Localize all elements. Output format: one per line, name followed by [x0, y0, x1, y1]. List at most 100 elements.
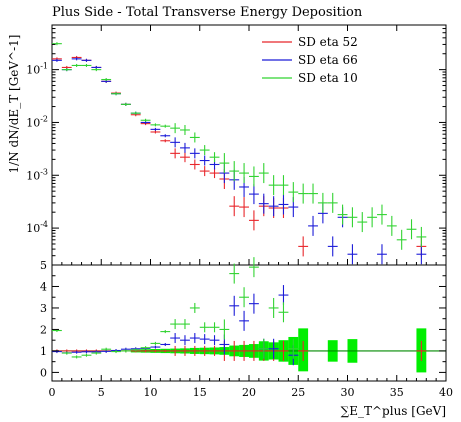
y-tick-label-main: 10-1 — [26, 62, 48, 77]
point-sd-eta-52 — [298, 236, 309, 257]
point-sd-eta-66 — [81, 58, 92, 62]
point-sd-eta-10 — [288, 182, 299, 203]
point-sd-eta-10 — [189, 132, 200, 143]
ratio-point-sd-eta-52 — [229, 340, 240, 361]
ratio-point-sd-eta-66 — [239, 310, 249, 331]
ratio-point-sd-eta-66 — [268, 338, 279, 359]
point-sd-eta-10 — [377, 204, 387, 225]
ratio-point-sd-eta-66 — [209, 335, 220, 346]
point-sd-eta-66 — [308, 215, 318, 236]
ratio-point-sd-eta-10 — [239, 287, 249, 308]
point-sd-eta-10 — [357, 212, 368, 233]
point-sd-eta-52 — [160, 139, 171, 143]
point-sd-eta-10 — [239, 163, 249, 184]
ratio-point-sd-eta-10 — [150, 341, 161, 345]
ratio-point-sd-eta-66 — [180, 335, 190, 346]
ratio-point-sd-eta-66 — [278, 285, 289, 306]
point-sd-eta-10 — [317, 192, 328, 213]
ratio-point-sd-eta-66 — [81, 350, 92, 354]
ratio-point-sd-eta-66 — [170, 333, 181, 344]
point-sd-eta-52 — [189, 159, 200, 170]
ratio-point-sd-eta-10 — [71, 355, 82, 359]
y-tick-label-ratio: 2 — [40, 323, 47, 336]
ratio-point-sd-eta-10 — [111, 350, 121, 354]
ratio-point-sd-eta-66 — [229, 295, 240, 316]
x-tick-label: 35 — [390, 386, 404, 399]
ratio-point-sd-eta-10 — [209, 322, 220, 333]
ratio-point-sd-eta-66 — [249, 293, 259, 314]
ratio-point-sd-eta-52 — [140, 349, 151, 353]
point-sd-eta-10 — [71, 63, 82, 67]
point-sd-eta-10 — [268, 175, 279, 196]
point-sd-eta-10 — [229, 161, 240, 182]
ratio-point-sd-eta-52 — [189, 345, 200, 356]
point-sd-eta-10 — [367, 207, 378, 228]
point-sd-eta-10 — [308, 183, 318, 204]
x-tick-label: 10 — [144, 386, 158, 399]
ratio-point-sd-eta-52 — [180, 345, 190, 356]
y-tick-label-main: 10-3 — [26, 167, 48, 182]
y-tick-label-main: 10-4 — [26, 220, 48, 235]
y-axis-label: 1/N dN/dE_T [GeV^-1] — [7, 35, 21, 174]
point-sd-eta-66 — [347, 244, 358, 265]
ratio-plot-frame — [51, 264, 447, 382]
x-tick-label: 20 — [242, 386, 256, 399]
point-sd-eta-52 — [239, 197, 249, 218]
y-tick-label-ratio: 1 — [40, 345, 47, 358]
ratio-point-sd-eta-10 — [61, 351, 72, 355]
point-sd-eta-66 — [249, 184, 259, 205]
point-sd-eta-10 — [258, 163, 269, 184]
ratio-point-sd-eta-10 — [81, 353, 92, 357]
ratio-point-sd-eta-52 — [150, 349, 161, 353]
ratio-point-sd-eta-10 — [219, 319, 230, 340]
ratio-point-sd-eta-10 — [189, 302, 200, 313]
main-data-points — [52, 42, 427, 265]
point-sd-eta-10 — [180, 124, 190, 135]
point-sd-eta-10 — [327, 192, 338, 213]
point-sd-eta-10 — [396, 229, 407, 250]
ratio-point-sd-eta-10 — [140, 346, 151, 350]
point-sd-eta-66 — [327, 236, 338, 257]
ratio-point-sd-eta-10 — [101, 347, 112, 351]
point-sd-eta-10 — [298, 183, 309, 204]
point-sd-eta-10 — [160, 124, 171, 128]
point-sd-eta-52 — [209, 168, 220, 179]
ratio-point-sd-eta-10 — [199, 322, 210, 333]
point-sd-eta-10 — [150, 123, 161, 127]
y-tick-label-ratio: 5 — [40, 259, 47, 272]
point-sd-eta-10 — [337, 204, 348, 225]
ratio-point-sd-eta-10 — [180, 319, 190, 330]
point-sd-eta-10 — [81, 63, 92, 67]
point-sd-eta-66 — [52, 58, 62, 62]
point-sd-eta-52 — [249, 210, 259, 231]
x-tick-label: 5 — [98, 386, 105, 399]
main-plot-frame — [51, 24, 447, 266]
point-sd-eta-52 — [150, 130, 161, 134]
x-tick-label: 0 — [49, 386, 56, 399]
point-sd-eta-66 — [268, 196, 279, 217]
legend: SD eta 52 SD eta 66 SD eta 10 — [262, 35, 358, 85]
ratio-point-sd-eta-66 — [150, 345, 161, 349]
point-sd-eta-66 — [416, 244, 427, 265]
x-tick-label: 15 — [193, 386, 207, 399]
point-sd-eta-10 — [130, 111, 141, 115]
x-axis-label: ∑E_T^plus [GeV] — [341, 404, 446, 418]
ratio-point-sd-eta-10 — [278, 302, 289, 323]
point-sd-eta-10 — [52, 42, 62, 46]
point-sd-eta-52 — [229, 196, 240, 217]
point-sd-eta-52 — [180, 152, 190, 163]
ratio-point-sd-eta-52 — [199, 345, 210, 356]
ratio-point-sd-eta-66 — [189, 333, 200, 344]
ratio-point-sd-eta-10 — [249, 257, 259, 278]
point-sd-eta-10 — [120, 102, 131, 106]
axis-ticks: 0 5 10 15 20 25 30 35 40 10-4 10-3 10-2 10-1 0 1 2 3 4 5 — [26, 24, 453, 399]
ratio-point-sd-eta-52 — [160, 349, 171, 353]
ratio-point-sd-eta-52 — [209, 345, 220, 356]
x-tick-label: 40 — [439, 386, 453, 399]
ratio-point-sd-eta-52 — [298, 340, 309, 361]
y-tick-label-ratio: 3 — [40, 302, 47, 315]
point-sd-eta-66 — [71, 57, 82, 61]
point-sd-eta-52 — [170, 148, 181, 159]
point-sd-eta-10 — [111, 92, 121, 96]
